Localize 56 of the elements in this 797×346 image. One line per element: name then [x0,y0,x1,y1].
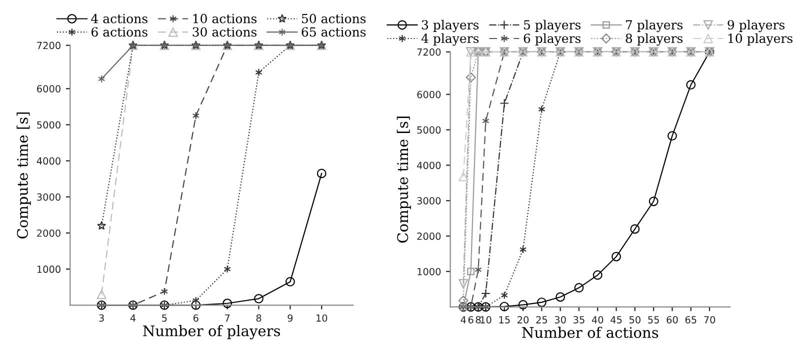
x-tick-label: 6 [468,316,474,324]
y-tick-label: 4000 [36,157,60,165]
y-tick-label: 7200 [417,48,441,56]
x-tick-label: 35 [574,316,584,324]
legend-label: 3 players [422,20,479,32]
x-tick-label: 30 [554,316,566,324]
x-tick-label: 15 [499,316,510,324]
legend-label: 50 actions [302,14,366,24]
legend-label: 4 actions [91,14,148,24]
x-tick-label: 10 [316,314,328,322]
x-tick-label: 40 [592,316,604,324]
x-tick-label: 8 [256,314,262,322]
y-tick-label: 4000 [417,162,441,170]
x-tick-label: 65 [685,316,696,324]
y-tick-label: 2000 [417,232,441,240]
y-axis-title: Compute time [s] [16,112,31,238]
x-tick-label: 10 [480,316,492,324]
x-tick-label: 3 [99,314,104,322]
y-tick-label: 6000 [37,85,60,92]
legend-label: 6 actions [92,27,148,37]
y-tick-label: 5000 [417,126,441,134]
x-tick-label: 25 [536,316,548,324]
x-tick-label: 7 [225,314,230,322]
legend-label: 7 players [626,20,683,32]
y-tick-label: 6000 [417,90,441,98]
legend-label: 30 actions [192,27,257,37]
legend-label: 10 players [728,33,792,46]
x-axis-title: Number of actions [522,326,658,338]
x-tick-label: 50 [630,316,640,324]
x-tick-label: 45 [610,316,622,324]
x-axis-title: Number of players [143,325,280,340]
legend-label: 6 players [524,33,581,46]
legend-label: 10 actions [193,14,257,24]
y-tick-label: 1000 [37,266,60,273]
x-tick-label: 4 [130,314,136,322]
x-tick-label: 55 [648,316,659,324]
legend-label: 5 players [524,20,581,32]
y-tick-label: 5000 [37,121,60,129]
x-tick-label: 70 [704,316,716,324]
x-tick-label: 9 [288,314,293,322]
x-tick-label: 6 [193,314,198,322]
legend-label: 65 actions [302,27,366,37]
y-tick-label: 3000 [37,193,60,201]
y-tick-label: 2000 [37,229,60,237]
y-tick-label: 3000 [417,197,441,204]
y-tick-label: 7200 [37,42,60,50]
x-tick-label: 8 [476,316,481,324]
y-tick-label: 1000 [418,268,441,276]
legend-label: 4 players [421,33,479,46]
x-tick-label: 4 [460,316,466,324]
x-tick-label: 60 [666,316,678,324]
y-axis-title: Compute time [s] [396,116,411,243]
legend-label: 8 players [626,33,683,46]
x-tick-label: 5 [162,314,167,322]
legend-label: 9 players [728,20,785,32]
x-tick-label: 20 [518,316,529,324]
